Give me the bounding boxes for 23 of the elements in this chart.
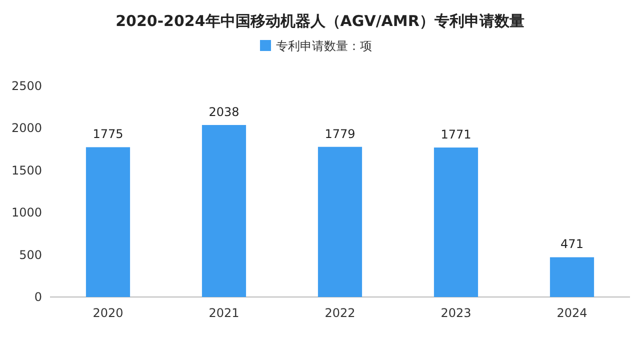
y-tick-label: 500 <box>19 248 42 262</box>
x-tick-label: 2022 <box>324 306 356 320</box>
x-tick-label: 2023 <box>440 306 472 320</box>
x-tick-label: 2021 <box>208 306 240 320</box>
bar <box>434 148 478 297</box>
data-label: 1775 <box>92 127 124 142</box>
y-tick-label: 1500 <box>11 163 42 178</box>
bar <box>86 147 130 297</box>
chart-title: 2020-2024年中国移动机器人（AGV/AMR）专利申请数量 <box>116 12 524 30</box>
x-tick-label: 2020 <box>92 306 124 320</box>
y-tick-label: 2500 <box>11 79 42 93</box>
x-tick-label: 2024 <box>556 306 588 320</box>
y-tick-label: 2000 <box>11 121 42 136</box>
data-label: 1779 <box>324 126 356 141</box>
bar <box>202 124 246 297</box>
legend-label: 专利申请数量：项 <box>276 39 372 53</box>
bar <box>318 146 362 297</box>
y-tick-label: 0 <box>34 290 42 304</box>
y-tick-label: 1000 <box>11 206 42 220</box>
data-label: 1771 <box>440 128 472 142</box>
data-label: 2038 <box>208 104 240 119</box>
data-label: 471 <box>560 237 584 252</box>
bar <box>550 257 594 297</box>
